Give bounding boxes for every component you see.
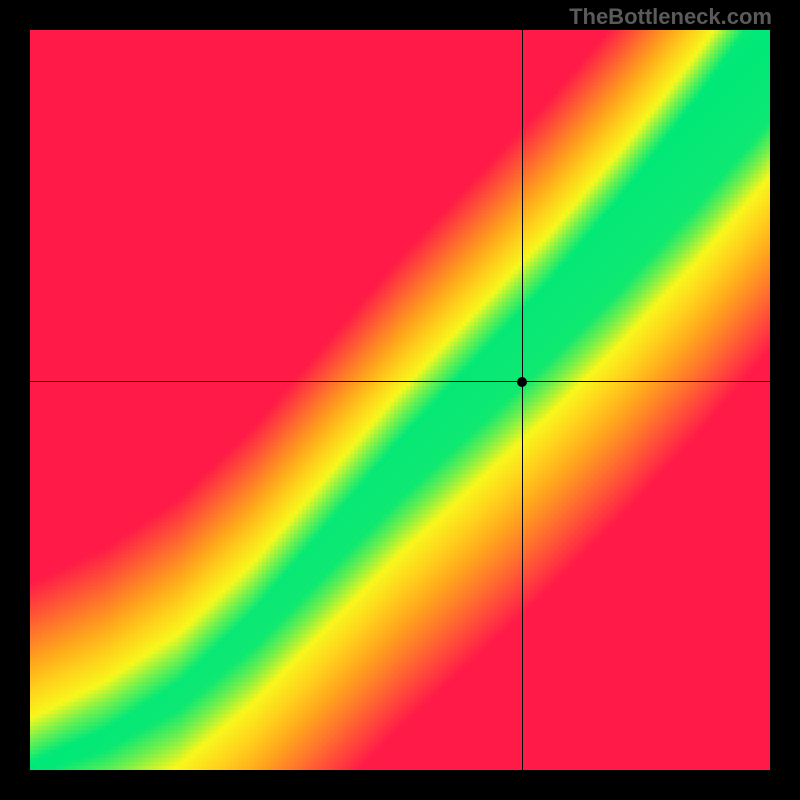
watermark-text: TheBottleneck.com	[569, 4, 772, 30]
crosshair-dot	[517, 377, 527, 387]
bottleneck-heatmap	[30, 30, 770, 770]
chart-container: TheBottleneck.com	[0, 0, 800, 800]
crosshair-vertical	[522, 30, 523, 770]
crosshair-horizontal	[30, 381, 770, 382]
